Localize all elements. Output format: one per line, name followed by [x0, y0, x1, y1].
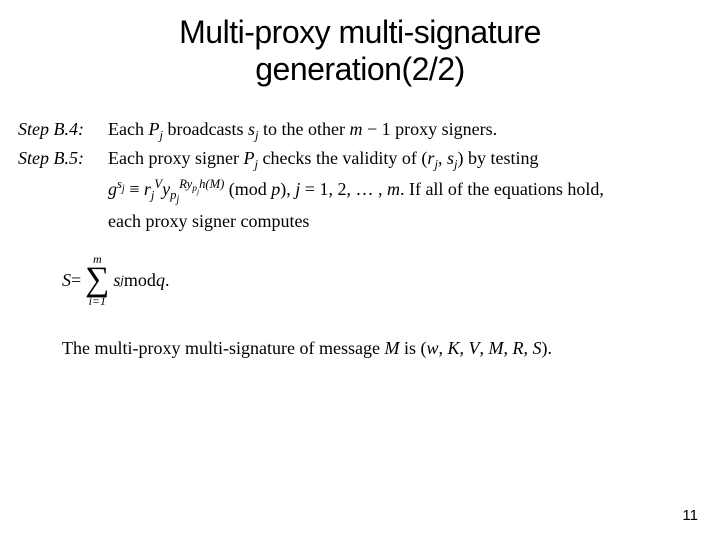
var-V: V	[468, 338, 479, 358]
step-b5: Step B.5: Each proxy signer Pj checks th…	[18, 145, 702, 174]
var-m: m	[349, 119, 362, 139]
sum-lower: i=1	[89, 295, 106, 307]
var-P: P	[148, 119, 159, 139]
text: − 1 proxy signers.	[362, 119, 497, 139]
title-line-1: Multi-proxy multi-signature	[179, 14, 541, 50]
sigma-op: m ∑ i=1	[85, 253, 109, 308]
summation-equation: S = m ∑ i=1 sj mod q.	[18, 253, 702, 308]
var-s: s	[248, 119, 255, 139]
text: ).	[541, 338, 552, 358]
var-S: S	[62, 267, 71, 294]
text: mod	[124, 267, 156, 294]
var-P: P	[243, 148, 254, 168]
text: broadcasts	[163, 119, 248, 139]
text: checks the validity of (	[258, 148, 427, 168]
var-y: y	[162, 179, 170, 199]
text: ) by testing	[457, 148, 538, 168]
var-g: g	[108, 179, 117, 199]
equals: =	[71, 267, 81, 294]
text: The multi-proxy multi-signature of messa…	[62, 338, 384, 358]
text: is (	[399, 338, 426, 358]
text: to the other	[258, 119, 349, 139]
step-b5-label: Step B.5:	[18, 145, 108, 174]
text: Each proxy signer	[108, 148, 243, 168]
text: Each	[108, 119, 148, 139]
step-b5-line2: each proxy signer computes	[18, 208, 702, 235]
text: . If all of the equations hold,	[400, 179, 604, 199]
var-s: s	[447, 148, 454, 168]
conclusion: The multi-proxy multi-signature of messa…	[18, 335, 702, 362]
sigma-icon: ∑	[85, 265, 109, 296]
text: = 1, 2, … ,	[300, 179, 387, 199]
var-K: K	[447, 338, 459, 358]
var-p: p	[271, 179, 280, 199]
var-m: m	[387, 179, 400, 199]
slide: Multi-proxy multi-signature generation(2…	[0, 0, 720, 540]
var-M: M	[488, 338, 503, 358]
step-b4-label: Step B.4:	[18, 116, 108, 145]
var-q: q	[156, 267, 165, 294]
var-R: R	[512, 338, 523, 358]
text: ),	[280, 179, 295, 199]
text: .	[165, 267, 170, 294]
step-b4-text: Each Pj broadcasts sj to the other m − 1…	[108, 116, 702, 145]
sub-j: j	[176, 195, 179, 206]
slide-title: Multi-proxy multi-signature generation(2…	[0, 0, 720, 88]
var-r: r	[144, 179, 151, 199]
page-number: 11	[682, 507, 698, 524]
text: (mod	[224, 179, 271, 199]
sup-V: V	[154, 177, 162, 191]
text: ,	[438, 148, 447, 168]
slide-body: Step B.4: Each Pj broadcasts sj to the o…	[0, 88, 720, 363]
var-w: w	[426, 338, 438, 358]
equiv: ≡	[125, 179, 144, 199]
step-b4: Step B.4: Each Pj broadcasts sj to the o…	[18, 116, 702, 145]
sup-hM: h(M)	[199, 177, 224, 191]
title-line-2: generation(2/2)	[255, 51, 465, 87]
step-b5-text: Each proxy signer Pj checks the validity…	[108, 145, 702, 174]
step-b5-equation: gsj ≡ rjVypjRypjh(M) (mod p), j = 1, 2, …	[18, 175, 702, 208]
var-M: M	[384, 338, 399, 358]
sup-Ry: Ry	[179, 177, 192, 191]
